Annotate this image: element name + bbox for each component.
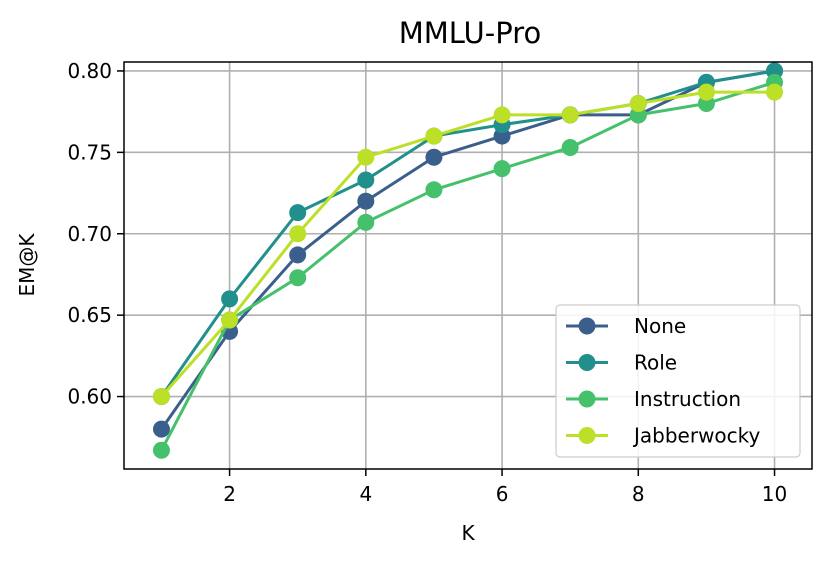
data-point-instruction <box>493 160 511 178</box>
legend-item-role: Role <box>566 351 677 375</box>
y-tick-label: 0.80 <box>67 59 112 83</box>
data-point-jabberwocky <box>221 311 239 329</box>
legend-item-instruction: Instruction <box>566 387 741 411</box>
legend-marker-jabberwocky <box>578 427 596 444</box>
data-point-jabberwocky <box>629 95 647 113</box>
x-tick-label: 10 <box>762 482 787 506</box>
legend-label-role: Role <box>634 351 677 375</box>
legend-marker-role <box>578 354 596 371</box>
x-axis-label: K <box>461 521 475 545</box>
legend-marker-none <box>578 317 596 335</box>
legend-item-jabberwocky: Jabberwocky <box>566 424 761 448</box>
legend-marker-instruction <box>578 390 596 408</box>
data-point-instruction <box>289 269 307 287</box>
data-point-instruction <box>152 441 170 459</box>
data-point-none <box>289 246 307 264</box>
data-point-none <box>357 192 375 210</box>
x-tick-label: 8 <box>632 482 645 506</box>
y-axis-label: EM@K <box>15 233 39 297</box>
series-line-instruction <box>160 80 775 451</box>
legend-label-jabberwocky: Jabberwocky <box>632 424 761 448</box>
plot-area-frame <box>123 61 813 470</box>
data-point-jabberwocky <box>425 127 443 145</box>
series-jabberwocky <box>152 83 784 406</box>
legend-item-none: None <box>566 314 686 338</box>
x-tick-label: 4 <box>359 482 372 506</box>
data-point-jabberwocky <box>152 388 170 406</box>
data-point-jabberwocky <box>697 83 715 101</box>
axis-ticks: 2 4 6 8 10 0.60 0.65 0.70 0.75 0.80 <box>67 59 787 506</box>
series-line-role <box>160 69 775 398</box>
data-point-instruction <box>425 181 443 199</box>
x-tick-label: 2 <box>223 482 236 506</box>
x-tick-label: 6 <box>496 482 509 506</box>
series-line-jabberwocky <box>160 90 775 398</box>
series-layer <box>152 62 784 459</box>
data-point-role <box>357 171 375 189</box>
y-tick-label: 0.60 <box>67 385 112 409</box>
legend: None Role Instruction Jabberwocky <box>555 304 801 458</box>
data-point-instruction <box>357 213 375 231</box>
chart-title: MMLU-Pro <box>399 16 541 50</box>
data-point-jabberwocky <box>766 83 784 101</box>
data-point-none <box>152 420 170 438</box>
y-tick-label: 0.70 <box>67 222 112 246</box>
y-tick-label: 0.65 <box>67 303 112 327</box>
y-tick-label: 0.75 <box>67 140 112 164</box>
data-point-jabberwocky <box>561 106 579 124</box>
legend-label-none: None <box>634 314 686 338</box>
data-point-jabberwocky <box>289 225 307 243</box>
data-point-none <box>425 148 443 166</box>
data-point-role <box>221 290 239 308</box>
legend-frame <box>555 304 801 458</box>
data-point-jabberwocky <box>493 106 511 124</box>
data-point-jabberwocky <box>357 148 375 166</box>
data-point-instruction <box>561 138 579 156</box>
legend-label-instruction: Instruction <box>634 387 741 411</box>
data-point-role <box>289 204 307 222</box>
